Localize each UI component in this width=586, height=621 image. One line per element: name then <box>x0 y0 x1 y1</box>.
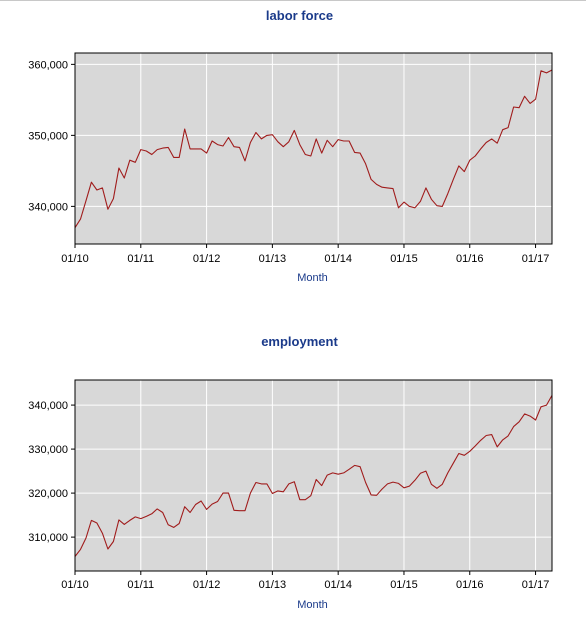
x-tick-label: 01/13 <box>259 579 287 591</box>
series-line <box>74 395 553 557</box>
x-tick-label: 01/10 <box>61 579 89 591</box>
x-tick-label: 01/16 <box>456 253 484 265</box>
plot-border <box>74 379 553 572</box>
x-axis-label: Month <box>297 599 328 611</box>
top-divider <box>0 0 586 1</box>
y-tick-label: 320,000 <box>28 488 68 500</box>
y-tick-label: 360,000 <box>28 59 68 71</box>
chart-title: employment <box>261 334 338 349</box>
x-tick-label: 01/16 <box>456 579 484 591</box>
plot-area <box>75 380 552 571</box>
series-line <box>74 69 553 228</box>
x-tick-label: 01/14 <box>324 579 352 591</box>
x-axis-label: Month <box>297 272 328 284</box>
y-tick-label: 350,000 <box>28 130 68 142</box>
x-tick-label: 01/11 <box>127 253 154 265</box>
x-tick-label: 01/12 <box>193 253 221 265</box>
x-tick-label: 01/11 <box>127 579 154 591</box>
y-tick-label: 310,000 <box>28 532 68 544</box>
x-tick-label: 01/10 <box>61 253 89 265</box>
x-tick-label: 01/17 <box>522 253 550 265</box>
plot-border <box>74 52 553 245</box>
x-tick-label: 01/17 <box>522 579 550 591</box>
y-tick-label: 340,000 <box>28 201 68 213</box>
x-tick-label: 01/14 <box>324 253 352 265</box>
x-tick-label: 01/15 <box>390 579 418 591</box>
x-tick-label: 01/15 <box>390 253 418 265</box>
x-tick-label: 01/13 <box>259 253 287 265</box>
x-tick-label: 01/12 <box>193 579 221 591</box>
y-tick-label: 330,000 <box>28 444 68 456</box>
y-tick-label: 340,000 <box>28 400 68 412</box>
chart-title: labor force <box>266 8 333 23</box>
